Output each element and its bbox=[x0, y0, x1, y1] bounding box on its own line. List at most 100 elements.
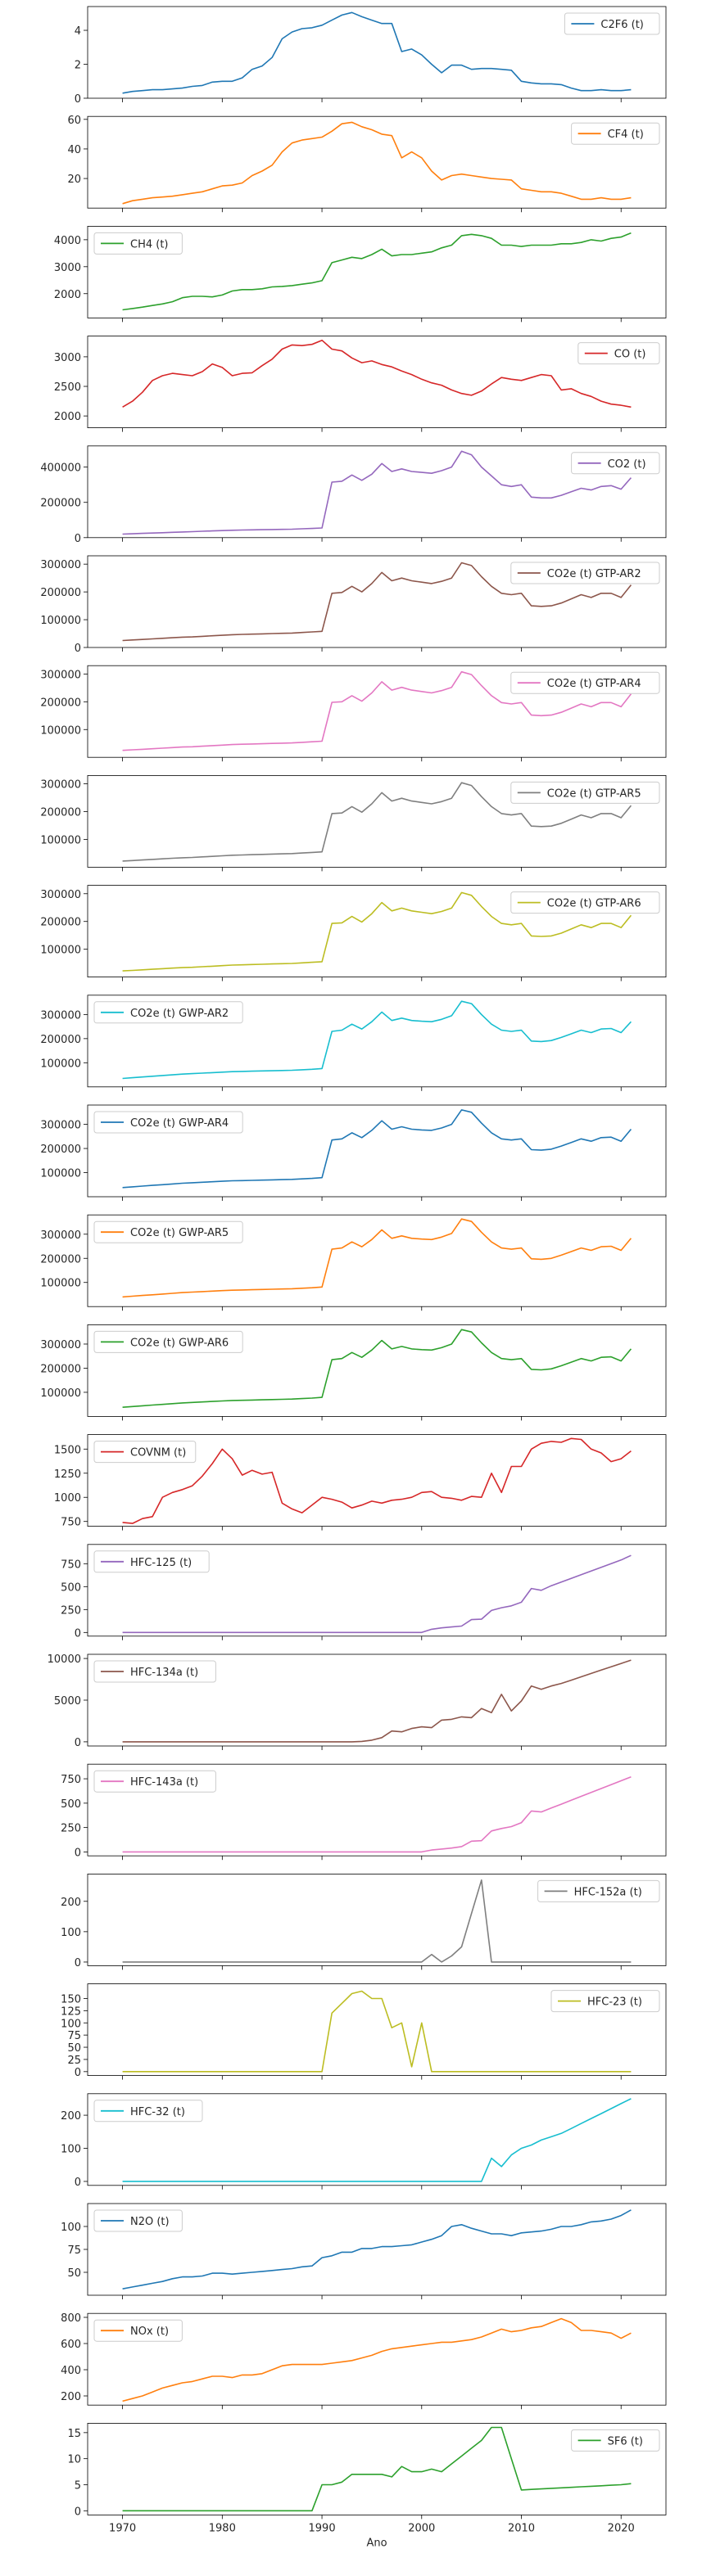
y-tick-label: 0 bbox=[75, 1847, 81, 1859]
panel-19: 0 100 200 HFC-32 (t) bbox=[61, 2093, 667, 2190]
legend: CO2 (t) bbox=[571, 452, 660, 475]
legend-label: CO2e (t) GWP-AR6 bbox=[130, 1337, 229, 1349]
series-line bbox=[122, 450, 632, 535]
axes-frame bbox=[87, 225, 667, 318]
y-tick-label: 200000 bbox=[40, 1144, 81, 1156]
legend: CO2e (t) GWP-AR6 bbox=[93, 1330, 243, 1353]
x-tick-label: 1970 bbox=[109, 2522, 136, 2534]
legend-box bbox=[93, 1111, 243, 1134]
legend-label: NOx (t) bbox=[130, 2326, 169, 2338]
panel-11: 100000 200000 300000 CO2e (t) GWP-AR5 bbox=[40, 1214, 667, 1311]
axes-frame bbox=[87, 1324, 667, 1417]
legend-label: HFC-152a (t) bbox=[574, 1886, 642, 1898]
legend-label: C2F6 (t) bbox=[600, 19, 643, 31]
legend-label: CO2e (t) GTP-AR2 bbox=[547, 568, 641, 580]
panel-0: 0 2 4 C2F6 (t) bbox=[75, 6, 667, 106]
y-tick-label: 4000 bbox=[54, 235, 81, 247]
axes-frame bbox=[87, 115, 667, 209]
axes-frame bbox=[87, 1544, 667, 1637]
legend-label: HFC-23 (t) bbox=[587, 1996, 642, 2009]
legend-box bbox=[571, 2429, 660, 2452]
legend-box bbox=[510, 891, 660, 914]
y-tick-label: 100000 bbox=[40, 834, 81, 846]
legend-box bbox=[93, 1330, 243, 1353]
legend-label: COVNM (t) bbox=[130, 1447, 186, 1459]
y-tick-label: 0 bbox=[75, 2506, 81, 2518]
y-tick-label: 300000 bbox=[40, 1339, 81, 1351]
y-tick-label: 200 bbox=[61, 2110, 81, 2123]
legend-box bbox=[93, 2100, 203, 2123]
legend: SF6 (t) bbox=[571, 2429, 660, 2452]
y-tick-label: 3000 bbox=[54, 352, 81, 364]
y-tick-label: 100000 bbox=[40, 1058, 81, 1070]
series-line bbox=[122, 2317, 632, 2402]
y-tick-label: 5000 bbox=[54, 1695, 81, 1708]
y-tick-label: 200 bbox=[61, 1897, 81, 1909]
axes-frame bbox=[87, 1763, 667, 1856]
axes-frame bbox=[87, 775, 667, 868]
legend: CO2e (t) GTP-AR5 bbox=[510, 781, 660, 804]
legend: CO2e (t) GTP-AR6 bbox=[510, 891, 660, 914]
panel-13: 750 1000 1250 1500 COVNM (t) bbox=[54, 1434, 667, 1531]
axes-frame bbox=[87, 885, 667, 977]
legend-box bbox=[93, 2319, 183, 2342]
y-tick-label: 200000 bbox=[40, 498, 81, 510]
y-tick-label: 200000 bbox=[40, 917, 81, 929]
series-line bbox=[122, 11, 632, 94]
panel-9: 100000 200000 300000 CO2e (t) GWP-AR2 bbox=[40, 995, 667, 1091]
y-tick-label: 500 bbox=[61, 1581, 81, 1594]
y-tick-label: 100000 bbox=[40, 615, 81, 627]
panel-8: 100000 200000 300000 CO2e (t) GTP-AR6 bbox=[40, 885, 667, 981]
y-tick-label: 200000 bbox=[40, 1363, 81, 1375]
y-tick-label: 200000 bbox=[40, 1253, 81, 1265]
panel-7: 100000 200000 300000 CO2e (t) GTP-AR5 bbox=[40, 775, 667, 872]
legend: CO2e (t) GWP-AR5 bbox=[93, 1220, 243, 1243]
y-tick-label: 15 bbox=[67, 2428, 81, 2440]
y-tick-label: 400 bbox=[61, 2365, 81, 2377]
axes-frame bbox=[87, 2422, 667, 2515]
legend-box bbox=[93, 1001, 243, 1024]
y-tick-label: 300000 bbox=[40, 669, 81, 681]
legend-box bbox=[510, 781, 660, 804]
series-line bbox=[122, 1329, 632, 1408]
y-tick-label: 0 bbox=[75, 643, 81, 655]
panel-20: 50 75 100 N2O (t) bbox=[61, 2203, 667, 2299]
series-line bbox=[122, 1879, 632, 1963]
panel-2: 2000 3000 4000 CH4 (t) bbox=[54, 225, 667, 323]
y-tick-label: 75 bbox=[67, 2244, 81, 2257]
y-tick-label: 300000 bbox=[40, 779, 81, 792]
legend-box bbox=[564, 12, 660, 35]
y-tick-label: 0 bbox=[75, 93, 81, 106]
y-tick-label: 4 bbox=[75, 25, 81, 38]
legend-box bbox=[577, 342, 660, 365]
x-tick-label: 1980 bbox=[209, 2522, 236, 2534]
legend-label: HFC-143a (t) bbox=[130, 1776, 198, 1789]
y-tick-label: 100000 bbox=[40, 1168, 81, 1180]
y-tick-label: 2000 bbox=[54, 411, 81, 423]
y-tick-label: 200000 bbox=[40, 587, 81, 599]
series-line bbox=[122, 670, 632, 751]
y-tick-label: 2500 bbox=[54, 381, 81, 394]
axes-frame bbox=[87, 555, 667, 648]
legend: HFC-143a (t) bbox=[93, 1770, 216, 1793]
y-tick-label: 150 bbox=[61, 1993, 81, 2005]
series-line bbox=[122, 2209, 632, 2290]
y-tick-label: 10000 bbox=[48, 1653, 81, 1666]
legend-box bbox=[510, 562, 660, 584]
axes-frame bbox=[87, 1983, 667, 2077]
y-tick-label: 100000 bbox=[40, 945, 81, 957]
axes-frame bbox=[87, 445, 667, 539]
y-tick-label: 100000 bbox=[40, 724, 81, 737]
legend-label: CO2e (t) GTP-AR4 bbox=[547, 678, 641, 690]
legend-label: CO2e (t) GTP-AR5 bbox=[547, 787, 641, 800]
legend-box bbox=[93, 1550, 210, 1573]
legend: CF4 (t) bbox=[571, 122, 660, 145]
legend-label: CO2e (t) GWP-AR4 bbox=[130, 1117, 229, 1130]
legend: CH4 (t) bbox=[93, 232, 183, 255]
y-tick-label: 0 bbox=[75, 1627, 81, 1640]
x-tick-label: 2020 bbox=[608, 2522, 635, 2534]
legend: CO2e (t) GWP-AR4 bbox=[93, 1111, 243, 1134]
y-tick-label: 75 bbox=[67, 2030, 81, 2042]
panel-21: 200 400 600 800 NOx (t) bbox=[61, 2312, 667, 2410]
series-line bbox=[122, 2426, 632, 2512]
